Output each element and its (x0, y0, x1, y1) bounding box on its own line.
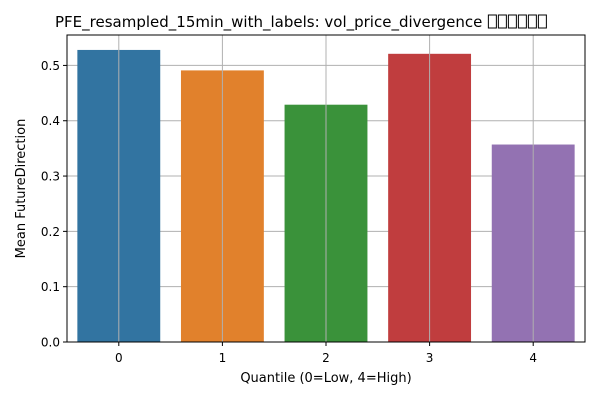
missing-glyph-box (507, 14, 517, 29)
y-axis-ticks: 0.0 0.1 0.2 0.3 0.4 0.5 (41, 59, 67, 350)
y-tick-label: 0.4 (41, 114, 60, 128)
y-axis-label: Mean FutureDirection (14, 119, 29, 259)
x-axis-label: Quantile (0=Low, 4=High) (240, 371, 411, 386)
missing-glyph-box (487, 14, 497, 29)
y-tick-label: 0.1 (41, 280, 60, 294)
chart-title: PFE_resampled_15min_with_labels: vol_pri… (55, 13, 482, 32)
missing-glyph-box (527, 14, 537, 29)
chart-title-missing-glyphs (487, 14, 547, 29)
missing-glyph-box (517, 14, 527, 29)
y-tick-label: 0.3 (41, 170, 60, 184)
x-tick-label: 0 (115, 351, 123, 365)
x-tick-label: 4 (529, 351, 537, 365)
x-tick-label: 2 (322, 351, 330, 365)
y-tick-label: 0.0 (41, 336, 60, 350)
x-tick-label: 3 (426, 351, 434, 365)
x-axis-ticks: 0 1 2 3 4 (115, 342, 537, 365)
missing-glyph-box (497, 14, 507, 29)
vertical-grid-lines (118, 35, 534, 342)
y-tick-label: 0.5 (41, 59, 60, 73)
x-tick-label: 1 (219, 351, 227, 365)
y-tick-label: 0.2 (41, 225, 60, 239)
missing-glyph-box (537, 14, 547, 29)
